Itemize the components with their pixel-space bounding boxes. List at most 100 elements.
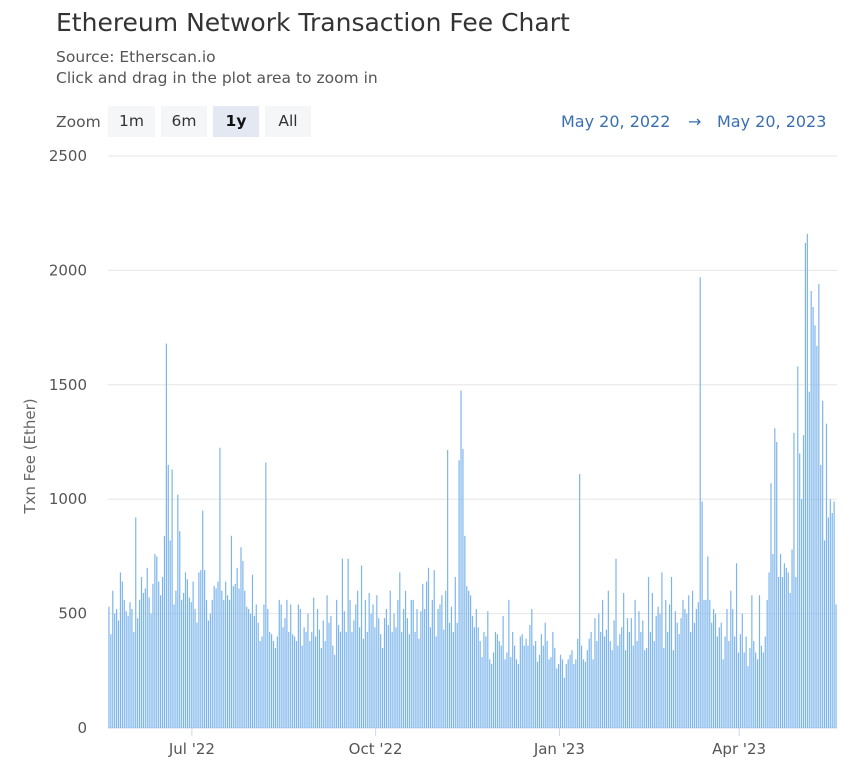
bar[interactable] <box>330 615 332 728</box>
bar[interactable] <box>745 636 747 728</box>
bar[interactable] <box>236 567 238 728</box>
bar[interactable] <box>584 661 586 728</box>
range-from-date[interactable]: May 20, 2022 <box>561 112 671 131</box>
bar[interactable] <box>150 613 152 728</box>
bar[interactable] <box>810 290 812 728</box>
bar[interactable] <box>326 595 328 728</box>
bar[interactable] <box>779 554 782 728</box>
bar[interactable] <box>427 567 430 728</box>
bar[interactable] <box>378 618 380 728</box>
bar[interactable] <box>753 641 755 728</box>
bar[interactable] <box>158 581 160 728</box>
bar[interactable] <box>165 343 167 728</box>
bar[interactable] <box>192 581 194 728</box>
bar[interactable] <box>167 464 169 728</box>
bar[interactable] <box>315 636 317 728</box>
bar[interactable] <box>617 645 619 728</box>
bar[interactable] <box>521 634 523 728</box>
bar[interactable] <box>785 567 787 728</box>
bar[interactable] <box>305 631 307 728</box>
bar[interactable] <box>670 576 673 728</box>
bar[interactable] <box>395 627 397 728</box>
bar[interactable] <box>510 657 512 728</box>
bar[interactable] <box>387 625 389 728</box>
bar[interactable] <box>146 567 148 728</box>
bar[interactable] <box>527 645 529 728</box>
bar[interactable] <box>659 613 661 728</box>
bar[interactable] <box>219 447 221 728</box>
bar[interactable] <box>307 613 309 728</box>
bar[interactable] <box>179 531 181 728</box>
bar[interactable] <box>355 604 357 728</box>
bar[interactable] <box>121 581 123 728</box>
bar[interactable] <box>194 609 196 728</box>
bar[interactable] <box>778 576 780 728</box>
bar[interactable] <box>353 620 355 728</box>
bar[interactable] <box>498 641 500 728</box>
bar[interactable] <box>533 645 535 728</box>
bar[interactable] <box>420 611 422 728</box>
bar[interactable] <box>410 599 412 728</box>
bar[interactable] <box>676 622 678 728</box>
bar[interactable] <box>272 641 275 728</box>
bar[interactable] <box>661 572 663 728</box>
bar[interactable] <box>148 597 150 728</box>
bar[interactable] <box>636 641 638 728</box>
bar[interactable] <box>766 599 768 728</box>
bar[interactable] <box>502 615 504 728</box>
bar[interactable] <box>412 599 414 728</box>
bar[interactable] <box>598 613 600 728</box>
bar[interactable] <box>160 595 162 728</box>
bar[interactable] <box>802 435 805 728</box>
bar[interactable] <box>718 627 720 728</box>
bar[interactable] <box>523 645 525 728</box>
bar[interactable] <box>577 638 579 728</box>
bar[interactable] <box>787 572 789 728</box>
bar[interactable] <box>328 622 330 728</box>
bar[interactable] <box>309 641 311 728</box>
bar[interactable] <box>372 604 374 728</box>
bar[interactable] <box>575 659 577 728</box>
bar[interactable] <box>607 590 609 728</box>
bar[interactable] <box>119 572 122 728</box>
bar[interactable] <box>827 517 829 729</box>
bar[interactable] <box>624 650 627 728</box>
bar[interactable] <box>580 645 583 728</box>
bar[interactable] <box>135 517 137 729</box>
bar[interactable] <box>303 627 305 728</box>
bar[interactable] <box>512 631 514 728</box>
zoom-6m-button[interactable]: 6m <box>161 106 207 137</box>
bar[interactable] <box>724 636 726 728</box>
bar[interactable] <box>567 659 569 728</box>
bar[interactable] <box>491 663 493 728</box>
bar[interactable] <box>667 631 669 728</box>
bar[interactable] <box>292 634 294 728</box>
bar[interactable] <box>795 576 797 728</box>
bar[interactable] <box>814 325 816 728</box>
bar[interactable] <box>112 590 114 728</box>
bar[interactable] <box>546 641 548 728</box>
bar[interactable] <box>684 609 686 728</box>
bar[interactable] <box>558 663 560 728</box>
zoom-all-button[interactable]: All <box>265 106 311 137</box>
bar[interactable] <box>544 622 546 728</box>
bar[interactable] <box>276 636 278 728</box>
bar[interactable] <box>443 629 445 728</box>
bar[interactable] <box>737 652 740 729</box>
bar[interactable] <box>600 631 602 728</box>
bar[interactable] <box>248 609 250 728</box>
bar[interactable] <box>489 659 491 728</box>
bar[interactable] <box>362 638 365 728</box>
bar[interactable] <box>288 631 290 728</box>
bar[interactable] <box>293 636 296 728</box>
bar[interactable] <box>751 595 753 728</box>
bar[interactable] <box>829 499 831 728</box>
bar[interactable] <box>822 400 824 728</box>
bar[interactable] <box>131 609 133 728</box>
bar[interactable] <box>668 604 671 728</box>
bar[interactable] <box>818 284 820 728</box>
bar[interactable] <box>184 572 187 728</box>
bar[interactable] <box>114 613 116 728</box>
bar[interactable] <box>712 609 715 728</box>
bar[interactable] <box>579 474 581 728</box>
